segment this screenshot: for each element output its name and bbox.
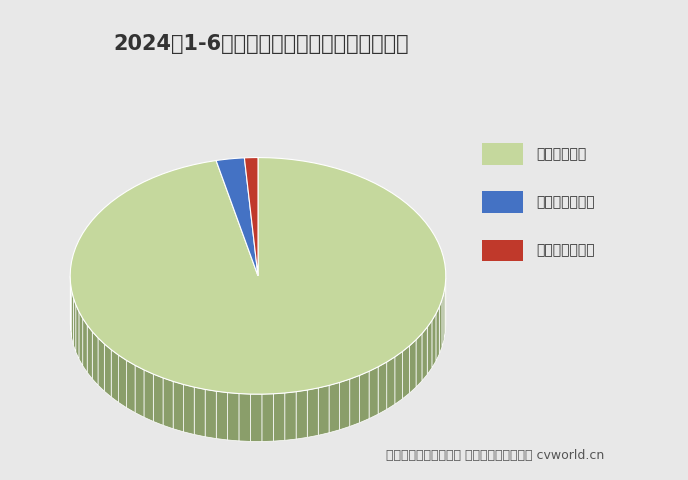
Polygon shape bbox=[216, 391, 228, 440]
Polygon shape bbox=[387, 357, 395, 409]
Polygon shape bbox=[378, 362, 387, 414]
Text: 燃料电池自卸车,
145辆，2.43%: 燃料电池自卸车, 145辆，2.43% bbox=[241, 219, 347, 268]
Polygon shape bbox=[442, 293, 444, 348]
Polygon shape bbox=[308, 388, 319, 437]
Polygon shape bbox=[163, 378, 173, 429]
Polygon shape bbox=[329, 383, 340, 433]
Polygon shape bbox=[402, 346, 409, 399]
Polygon shape bbox=[228, 393, 239, 441]
Polygon shape bbox=[71, 284, 72, 338]
Polygon shape bbox=[262, 394, 273, 442]
Text: 数据来源：交强险统计 制图：第一商用车网 cvworld.cn: 数据来源：交强险统计 制图：第一商用车网 cvworld.cn bbox=[386, 448, 605, 461]
Text: 燃料电池自卸车: 燃料电池自卸车 bbox=[537, 194, 595, 209]
Polygon shape bbox=[111, 350, 118, 403]
Polygon shape bbox=[436, 307, 439, 361]
Polygon shape bbox=[432, 314, 436, 368]
Polygon shape bbox=[416, 334, 422, 387]
Polygon shape bbox=[205, 390, 216, 439]
Polygon shape bbox=[153, 374, 163, 425]
Text: 纯电动自卸车: 纯电动自卸车 bbox=[537, 146, 587, 161]
Polygon shape bbox=[250, 394, 262, 442]
Polygon shape bbox=[135, 366, 144, 417]
Polygon shape bbox=[127, 360, 135, 413]
Polygon shape bbox=[369, 367, 378, 419]
Polygon shape bbox=[92, 332, 98, 385]
Polygon shape bbox=[70, 158, 446, 395]
Polygon shape bbox=[319, 385, 329, 435]
Polygon shape bbox=[239, 394, 250, 442]
Text: 纯电动自卸车,
5763辆96.42%: 纯电动自卸车, 5763辆96.42% bbox=[224, 303, 316, 331]
Polygon shape bbox=[76, 305, 79, 359]
Polygon shape bbox=[296, 390, 308, 439]
Polygon shape bbox=[360, 372, 369, 423]
Polygon shape bbox=[184, 384, 194, 434]
Polygon shape bbox=[72, 291, 74, 345]
Polygon shape bbox=[118, 356, 127, 408]
Polygon shape bbox=[244, 158, 258, 276]
Polygon shape bbox=[395, 352, 402, 405]
Polygon shape bbox=[105, 344, 111, 397]
Polygon shape bbox=[439, 300, 442, 354]
Polygon shape bbox=[194, 387, 205, 437]
Polygon shape bbox=[273, 393, 285, 441]
Polygon shape bbox=[87, 325, 92, 379]
Polygon shape bbox=[285, 392, 296, 440]
Polygon shape bbox=[144, 370, 153, 421]
Polygon shape bbox=[216, 158, 258, 276]
Polygon shape bbox=[350, 376, 360, 427]
Polygon shape bbox=[409, 340, 416, 393]
Polygon shape bbox=[422, 327, 427, 381]
Polygon shape bbox=[444, 286, 445, 340]
Polygon shape bbox=[74, 298, 76, 352]
Polygon shape bbox=[173, 382, 184, 432]
Text: 混合动力自卸车: 混合动力自卸车 bbox=[537, 242, 595, 257]
Text: 混合动力自卸车,
69辆，1.15%: 混合动力自卸车, 69辆，1.15% bbox=[136, 218, 250, 267]
Polygon shape bbox=[98, 338, 105, 391]
Polygon shape bbox=[340, 379, 350, 430]
Polygon shape bbox=[427, 321, 432, 375]
Polygon shape bbox=[83, 319, 87, 372]
Polygon shape bbox=[79, 312, 83, 366]
Text: 2024年1-6月新能源自卸车燃料类型占比一览: 2024年1-6月新能源自卸车燃料类型占比一览 bbox=[114, 34, 409, 54]
